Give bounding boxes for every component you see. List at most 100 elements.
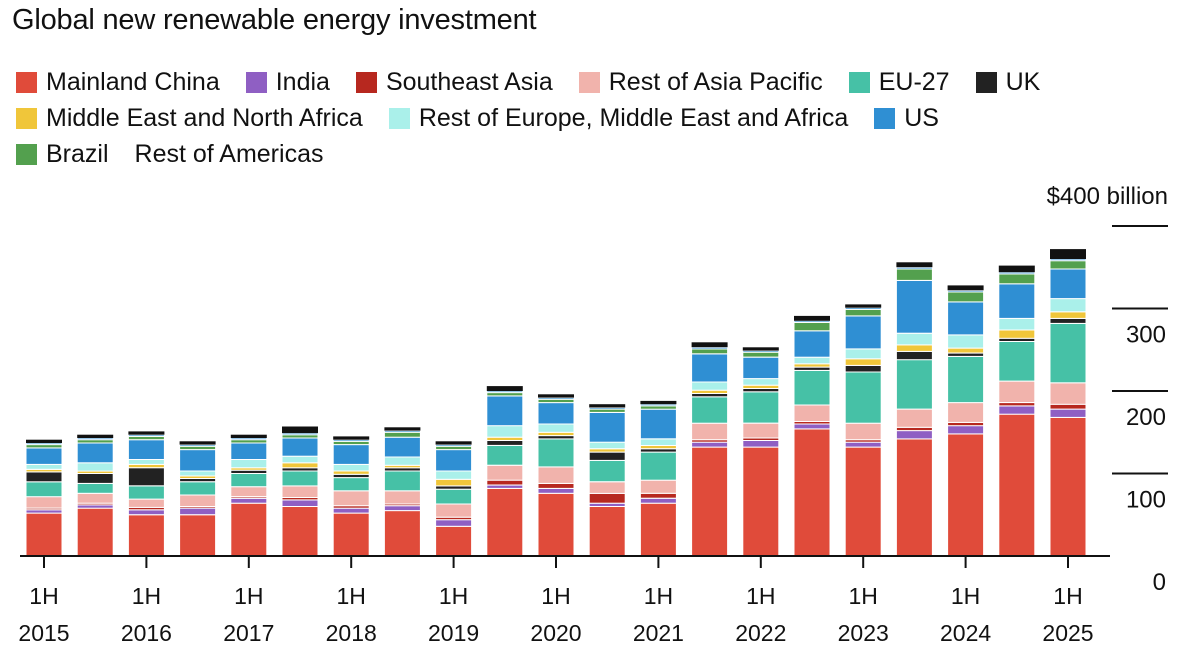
bar-segment (486, 487, 524, 557)
bar-segment (127, 467, 165, 487)
bar-segment (435, 525, 473, 557)
bar-segment (537, 397, 575, 400)
x-tick-label-year: 2024 (940, 620, 991, 646)
bar-segment (230, 502, 268, 557)
bar-segment (383, 505, 421, 512)
bar-segment (998, 380, 1036, 404)
legend-row: Brazil Rest of Americas (16, 136, 1186, 172)
bar-segment (588, 441, 626, 450)
bar-segment (127, 435, 165, 441)
bar-segment (332, 463, 370, 472)
bar-segment (486, 464, 524, 481)
bar-segment (947, 355, 985, 404)
bar-segment (383, 456, 421, 466)
legend-swatch (848, 71, 870, 93)
bar-segment (691, 446, 729, 557)
bar-stack (793, 315, 831, 557)
bar-segment (25, 512, 63, 557)
bar-segment (332, 490, 370, 507)
bar-segment (1049, 260, 1087, 270)
bar-segment (383, 470, 421, 492)
bar-segment (947, 347, 985, 354)
x-tick-label-half: 1H (541, 583, 570, 609)
y-tick-label: 300 (1126, 322, 1166, 349)
bar-segment (230, 497, 268, 504)
bar-segment (691, 353, 729, 383)
bar-cap (435, 441, 472, 445)
bar-segment (895, 350, 933, 361)
bar-segment (383, 431, 421, 438)
bar-segment (25, 481, 63, 498)
bar-segment (76, 442, 114, 464)
bar-cap (947, 285, 984, 291)
legend-label: Brazil (46, 139, 109, 168)
x-tick-label-half: 1H (336, 583, 365, 609)
bar-segment (947, 291, 985, 303)
bar-stack (1049, 249, 1087, 557)
bar-segment (895, 268, 933, 281)
bar-cap (1050, 249, 1086, 259)
bar-segment (895, 438, 933, 557)
bar-segment (435, 519, 473, 527)
bar-segment (435, 445, 473, 451)
legend-item-us: US (874, 104, 939, 133)
bar-segment (691, 396, 729, 424)
bar-segment (998, 329, 1036, 339)
legend-item-india: India (245, 68, 330, 97)
bar-segment (691, 346, 729, 350)
bar-segment (383, 430, 421, 433)
x-tick-label-year: 2016 (121, 620, 172, 646)
legend-swatch (578, 71, 600, 93)
bar-segment (793, 428, 831, 557)
bar-segment (281, 499, 319, 507)
bar-segment (230, 437, 268, 441)
x-tick-label-year: 2025 (1042, 620, 1093, 646)
bar-segment (639, 403, 677, 407)
legend-label: Rest of Asia Pacific (608, 67, 823, 96)
bar-segment (179, 494, 217, 507)
legend-swatch (874, 107, 896, 129)
bar-segment (179, 470, 217, 477)
bar-cap (691, 342, 728, 348)
x-tick-label-year: 2022 (735, 620, 786, 646)
legend-row: Mainland China India Southeast Asia Rest… (16, 64, 1186, 100)
bar-segment (383, 436, 421, 458)
bar-cap (282, 426, 318, 434)
bar-segment (742, 446, 780, 557)
bar-segment (793, 320, 831, 323)
bar-segment (435, 470, 473, 480)
bar-segment (179, 444, 217, 447)
bar-cap (589, 404, 626, 408)
bar-cap (998, 265, 1035, 273)
bar-segment (127, 509, 165, 516)
legend-item-eu-27: EU-27 (848, 68, 950, 97)
legend-swatch (355, 71, 377, 93)
bar-segment (486, 484, 524, 489)
bar-segment (639, 479, 677, 494)
bar-segment (844, 348, 882, 360)
y-tick-label: 100 (1126, 487, 1166, 514)
bar-stack (742, 347, 780, 557)
x-tick-label-year: 2015 (18, 620, 69, 646)
bar-segment (1049, 258, 1087, 262)
bar-segment (947, 352, 985, 357)
bar-segment (844, 358, 882, 366)
bar-segment (895, 430, 933, 440)
bar-segment (844, 315, 882, 350)
bar-segment (127, 485, 165, 500)
bar-stack (486, 386, 524, 557)
bar-segment (76, 437, 114, 441)
bar-segment (383, 510, 421, 557)
bar-segment (793, 322, 831, 332)
bar-segment (281, 462, 319, 469)
bar-segment (281, 506, 319, 557)
bar-segment (435, 444, 473, 447)
bar-segment (383, 490, 421, 505)
legend-label: Southeast Asia (385, 67, 553, 96)
bar-segment (76, 492, 114, 504)
legend: Mainland China India Southeast Asia Rest… (16, 64, 1186, 172)
x-tick-label-half: 1H (951, 583, 980, 609)
bar-stack (895, 262, 933, 557)
bar-segment (486, 440, 524, 446)
